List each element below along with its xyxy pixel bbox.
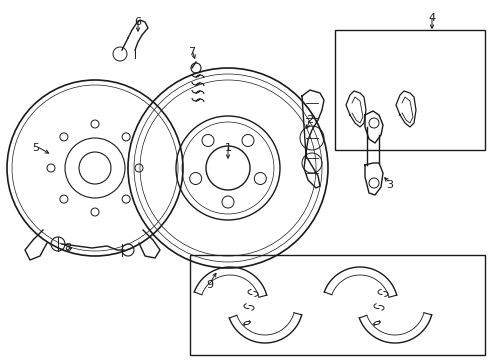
Text: 3: 3 xyxy=(386,180,393,190)
Text: 8: 8 xyxy=(64,243,71,253)
Text: 5: 5 xyxy=(32,143,40,153)
Text: 7: 7 xyxy=(188,47,195,57)
Text: 9: 9 xyxy=(206,280,213,290)
Text: 2: 2 xyxy=(306,115,313,125)
Text: 4: 4 xyxy=(427,13,435,23)
Text: 1: 1 xyxy=(224,143,231,153)
Bar xyxy=(190,255,484,355)
Bar xyxy=(334,30,484,150)
Text: 6: 6 xyxy=(134,17,141,27)
